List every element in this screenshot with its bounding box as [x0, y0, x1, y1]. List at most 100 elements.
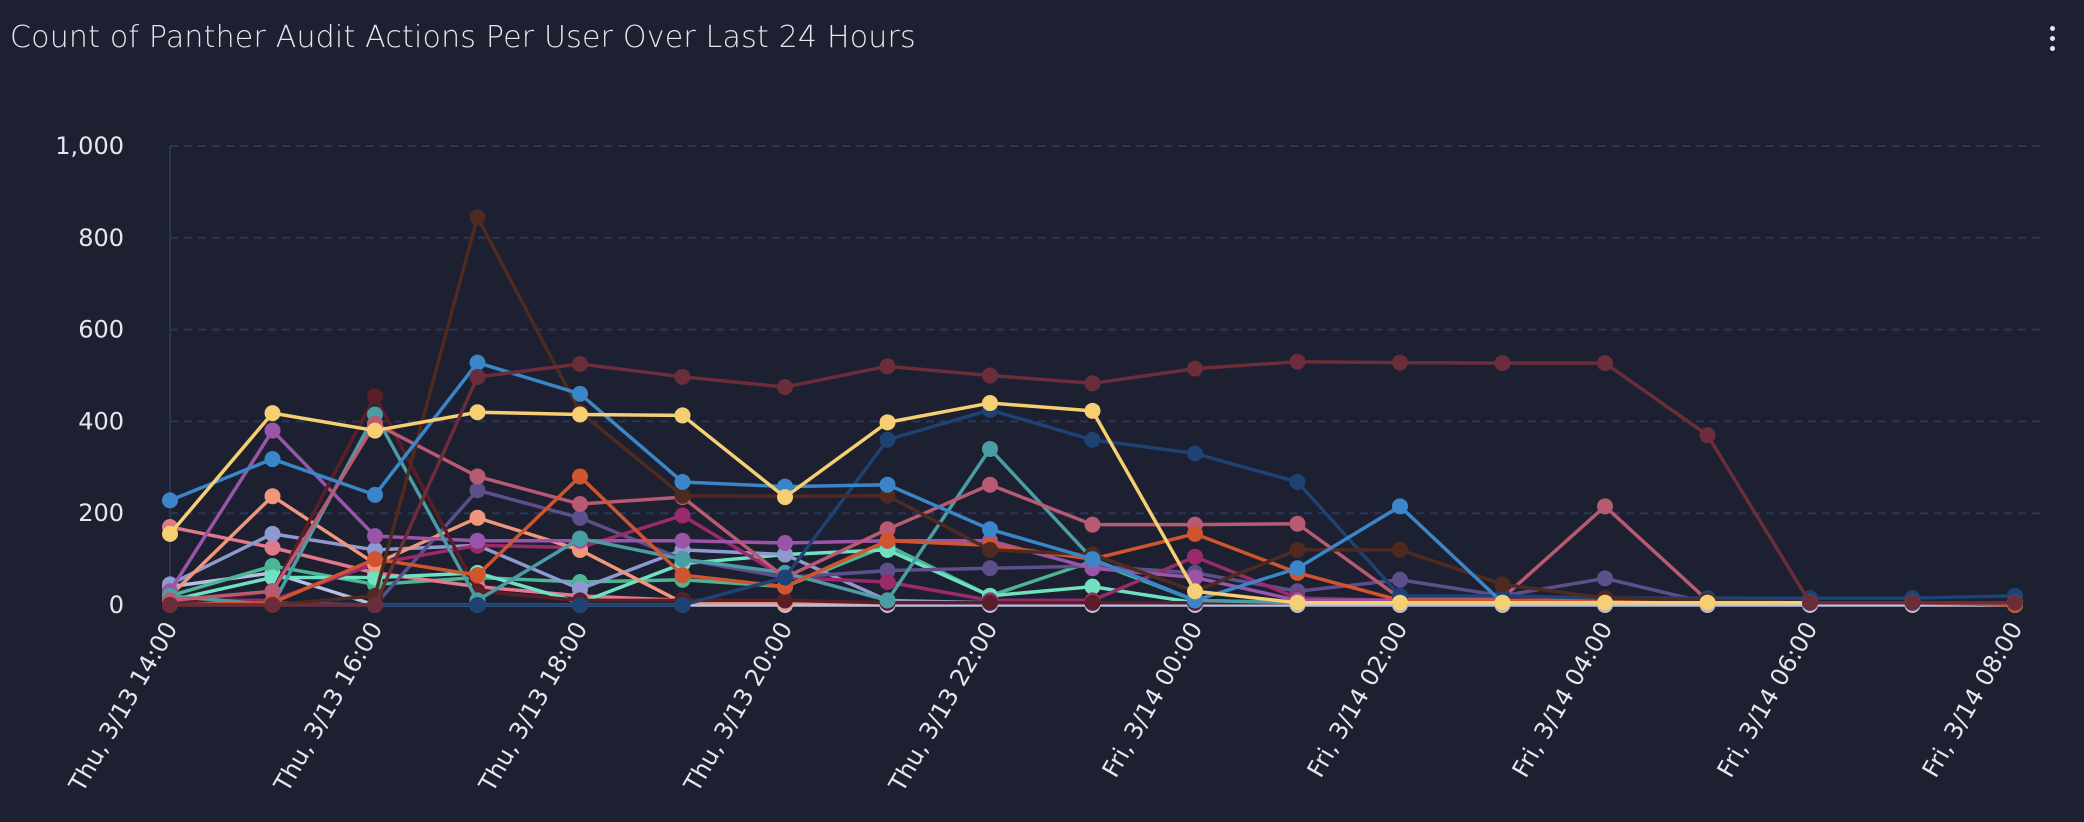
data-point[interactable]: [674, 368, 691, 385]
data-point[interactable]: [469, 532, 486, 549]
data-point[interactable]: [2007, 594, 2023, 611]
data-point[interactable]: [264, 583, 281, 600]
data-point[interactable]: [879, 521, 896, 538]
data-point[interactable]: [674, 407, 691, 424]
data-point[interactable]: [264, 422, 281, 439]
data-point[interactable]: [572, 385, 588, 402]
data-point[interactable]: [1289, 560, 1306, 577]
data-point[interactable]: [264, 557, 281, 574]
data-point[interactable]: [572, 597, 588, 613]
data-point[interactable]: [1084, 551, 1101, 568]
data-point[interactable]: [879, 574, 896, 591]
data-point[interactable]: [1187, 548, 1203, 565]
data-point[interactable]: [162, 597, 178, 613]
data-point[interactable]: [264, 405, 281, 422]
data-point[interactable]: [1289, 594, 1306, 611]
data-point[interactable]: [572, 580, 588, 597]
data-point[interactable]: [367, 486, 383, 503]
data-point[interactable]: [1392, 498, 1408, 515]
data-point[interactable]: [469, 368, 486, 385]
data-point[interactable]: [469, 597, 486, 613]
data-point[interactable]: [162, 525, 178, 542]
data-point[interactable]: [469, 404, 486, 421]
data-point[interactable]: [469, 482, 486, 499]
data-point[interactable]: [674, 507, 691, 524]
data-point[interactable]: [982, 560, 998, 577]
data-point[interactable]: [1802, 594, 1818, 611]
data-point[interactable]: [469, 509, 486, 526]
data-point[interactable]: [674, 567, 691, 584]
data-point[interactable]: [1392, 354, 1408, 371]
data-point[interactable]: [982, 541, 998, 558]
data-point[interactable]: [1084, 375, 1101, 392]
data-point[interactable]: [879, 532, 896, 549]
data-point[interactable]: [982, 521, 998, 538]
data-point[interactable]: [982, 367, 998, 384]
data-point[interactable]: [264, 451, 281, 468]
data-point[interactable]: [777, 569, 793, 586]
data-point[interactable]: [674, 532, 691, 549]
data-point[interactable]: [1289, 473, 1306, 490]
data-point[interactable]: [1494, 594, 1511, 611]
data-point[interactable]: [777, 535, 793, 552]
kebab-menu-icon[interactable]: [2042, 22, 2062, 62]
data-point[interactable]: [367, 422, 383, 439]
data-point[interactable]: [1699, 427, 1716, 444]
data-point[interactable]: [777, 592, 793, 609]
data-point[interactable]: [264, 597, 281, 613]
data-point[interactable]: [1597, 498, 1613, 515]
data-point[interactable]: [367, 551, 383, 568]
data-point[interactable]: [1187, 583, 1203, 600]
data-point[interactable]: [674, 473, 691, 490]
data-point[interactable]: [1084, 402, 1101, 419]
data-point[interactable]: [1289, 541, 1306, 558]
data-point[interactable]: [264, 488, 281, 505]
data-point[interactable]: [1289, 515, 1306, 532]
data-point[interactable]: [469, 209, 486, 226]
data-point[interactable]: [879, 487, 896, 504]
data-point[interactable]: [469, 354, 486, 371]
data-point[interactable]: [367, 388, 383, 405]
data-point[interactable]: [1392, 594, 1408, 611]
data-point[interactable]: [572, 496, 588, 513]
data-point[interactable]: [1597, 355, 1613, 372]
data-point[interactable]: [982, 395, 998, 412]
data-point[interactable]: [572, 509, 588, 526]
data-point[interactable]: [879, 358, 896, 375]
data-point[interactable]: [264, 525, 281, 542]
data-point[interactable]: [1392, 571, 1408, 588]
data-point[interactable]: [572, 468, 588, 485]
data-point[interactable]: [572, 530, 588, 547]
data-point[interactable]: [674, 487, 691, 504]
data-point[interactable]: [982, 440, 998, 457]
data-point[interactable]: [1084, 594, 1101, 611]
data-point[interactable]: [879, 562, 896, 579]
data-point[interactable]: [674, 597, 691, 613]
data-point[interactable]: [367, 597, 383, 613]
data-point[interactable]: [1494, 576, 1511, 593]
data-point[interactable]: [1392, 541, 1408, 558]
data-point[interactable]: [1289, 353, 1306, 370]
data-point[interactable]: [162, 492, 178, 509]
data-point[interactable]: [367, 528, 383, 545]
data-point[interactable]: [674, 551, 691, 568]
data-point[interactable]: [572, 406, 588, 423]
data-point[interactable]: [1084, 516, 1101, 533]
data-point[interactable]: [1597, 570, 1613, 587]
data-point[interactable]: [1699, 594, 1716, 611]
data-point[interactable]: [1084, 578, 1101, 595]
data-point[interactable]: [879, 476, 896, 493]
data-point[interactable]: [1187, 525, 1203, 542]
data-point[interactable]: [777, 489, 793, 506]
data-point[interactable]: [1494, 355, 1511, 372]
data-point[interactable]: [1597, 594, 1613, 611]
data-point[interactable]: [264, 539, 281, 556]
data-point[interactable]: [1187, 445, 1203, 462]
data-point[interactable]: [1904, 594, 1921, 611]
data-point[interactable]: [469, 567, 486, 584]
data-point[interactable]: [777, 546, 793, 563]
data-point[interactable]: [572, 356, 588, 373]
data-point[interactable]: [982, 476, 998, 493]
data-point[interactable]: [879, 592, 896, 609]
data-point[interactable]: [469, 468, 486, 485]
